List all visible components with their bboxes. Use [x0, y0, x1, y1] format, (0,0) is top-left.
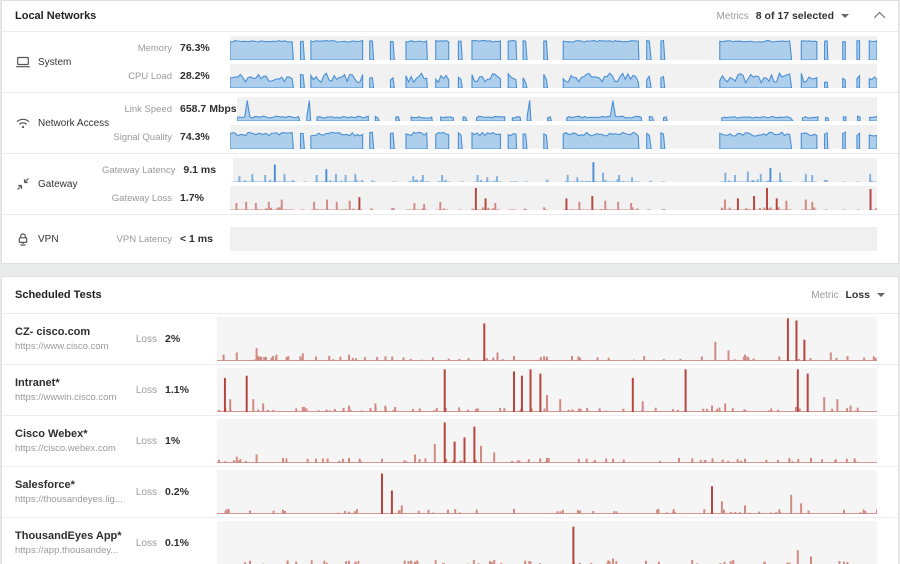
loss-sparkline-thousandeyes-app[interactable] — [217, 521, 877, 564]
test-name: Intranet* — [15, 377, 60, 389]
test-name: ThousandEyes App* — [15, 530, 122, 542]
test-name: Cisco Webex* — [15, 428, 88, 440]
caret-down-icon — [877, 293, 885, 297]
row-gateway: Gateway Gateway Latency 9.1 ms Gateway L… — [2, 154, 898, 215]
gateway-latency-sparkline[interactable] — [233, 158, 877, 182]
row-vpn: VPN VPN Latency < 1 ms — [2, 215, 898, 263]
metric-value-gateway-latency: 9.1 ms — [183, 164, 217, 176]
metrics-selected-count: 8 of 17 selected — [755, 10, 834, 22]
category-label: VPN — [38, 233, 59, 245]
row-network-access: Network Access Link Speed 658.7 Mbps Sig… — [2, 93, 898, 154]
category-system: System — [2, 54, 102, 70]
signal-quality-sparkline[interactable] — [230, 125, 877, 149]
test-url: https://thousandeyes.lig... — [15, 494, 123, 505]
metric-label-gateway-loss: Gateway Loss — [111, 192, 172, 204]
link-speed-sparkline[interactable] — [236, 97, 877, 121]
metric-value-cpu-load: 28.2% — [180, 70, 210, 82]
local-networks-title: Local Networks — [15, 10, 97, 22]
loss-label: Loss — [135, 537, 157, 549]
metric-value-vpn-latency: < 1 ms — [180, 233, 213, 245]
test-row-cz-cisco[interactable]: CZ- cisco.com https://www.cisco.com Loss… — [2, 314, 898, 365]
vpn-lock-icon — [15, 231, 31, 247]
row-system: System Memory 76.3% CPU Load 28.2% — [2, 32, 898, 93]
test-row-cisco-webex[interactable]: Cisco Webex* https://cisco.webex.com Los… — [2, 416, 898, 467]
local-networks-header: Local Networks Metrics 8 of 17 selected — [2, 1, 898, 32]
test-url: https://wwwin.cisco.com — [15, 392, 117, 403]
loss-sparkline-salesforce[interactable] — [217, 470, 877, 514]
loss-sparkline-cz-cisco[interactable] — [217, 317, 877, 361]
test-name: Salesforce* — [15, 479, 75, 491]
metric-selected-value: Loss — [845, 289, 870, 301]
loss-sparkline-cisco-webex[interactable] — [217, 419, 877, 463]
loss-label: Loss — [135, 435, 157, 447]
metric-label-signal-quality: Signal Quality — [113, 131, 172, 143]
test-url: https://www.cisco.com — [15, 341, 109, 352]
category-label: System — [38, 56, 72, 68]
loss-value: 0.1% — [165, 537, 189, 549]
gateway-arrows-icon — [15, 176, 31, 192]
loss-value: 0.2% — [165, 486, 189, 498]
loss-label: Loss — [135, 333, 157, 345]
wifi-icon — [15, 115, 31, 131]
metric-label-memory: Memory — [137, 42, 172, 54]
metric-value-signal-quality: 74.3% — [180, 131, 210, 143]
category-label: Network Access — [38, 117, 110, 129]
vpn-latency-sparkline[interactable] — [230, 227, 877, 251]
collapse-chevron-up-icon[interactable] — [873, 11, 886, 24]
test-row-salesforce[interactable]: Salesforce* https://thousandeyes.lig... … — [2, 467, 898, 518]
metric-label-link-speed: Link Speed — [124, 103, 172, 115]
loss-value: 1.1% — [165, 384, 189, 396]
loss-value: 1% — [165, 435, 181, 447]
category-label: Gateway — [38, 178, 78, 190]
test-row-intranet[interactable]: Intranet* https://wwwin.cisco.com Loss 1… — [2, 365, 898, 416]
metric-value-gateway-loss: 1.7% — [180, 192, 204, 204]
loss-label: Loss — [135, 384, 157, 396]
test-name: CZ- cisco.com — [15, 326, 91, 338]
local-networks-card: Local Networks Metrics 8 of 17 selected … — [1, 0, 899, 264]
cpu-load-sparkline[interactable] — [230, 64, 877, 88]
metric-dropdown[interactable]: Loss — [845, 289, 885, 301]
memory-sparkline[interactable] — [230, 36, 877, 60]
test-row-thousandeyes-app[interactable]: ThousandEyes App* https://app.thousandey… — [2, 518, 898, 564]
section-gap — [0, 264, 900, 276]
category-gateway: Gateway — [2, 176, 102, 192]
scheduled-tests-header: Scheduled Tests Metric Loss — [2, 277, 898, 314]
metric-dropdown-label: Metric — [811, 289, 839, 301]
metrics-dropdown-label: Metrics — [716, 10, 749, 22]
metric-label-vpn-latency: VPN Latency — [116, 233, 172, 245]
metrics-dropdown[interactable]: 8 of 17 selected — [756, 10, 849, 22]
test-url: https://cisco.webex.com — [15, 443, 116, 454]
metric-label-cpu-load: CPU Load — [128, 70, 172, 82]
test-url: https://app.thousandey... — [15, 545, 119, 556]
loss-value: 2% — [165, 333, 181, 345]
laptop-icon — [15, 54, 31, 70]
loss-label: Loss — [135, 486, 157, 498]
caret-down-icon — [841, 14, 849, 18]
metric-value-memory: 76.3% — [180, 42, 210, 54]
metric-label-gateway-latency: Gateway Latency — [102, 164, 176, 176]
metric-value-link-speed: 658.7 Mbps — [180, 103, 237, 115]
scheduled-tests-card: Scheduled Tests Metric Loss CZ- cisco.co… — [1, 276, 899, 564]
scheduled-tests-title: Scheduled Tests — [15, 289, 102, 301]
loss-sparkline-intranet[interactable] — [217, 368, 877, 412]
category-network-access: Network Access — [2, 115, 109, 131]
category-vpn: VPN — [2, 231, 102, 247]
gateway-loss-sparkline[interactable] — [230, 186, 877, 210]
